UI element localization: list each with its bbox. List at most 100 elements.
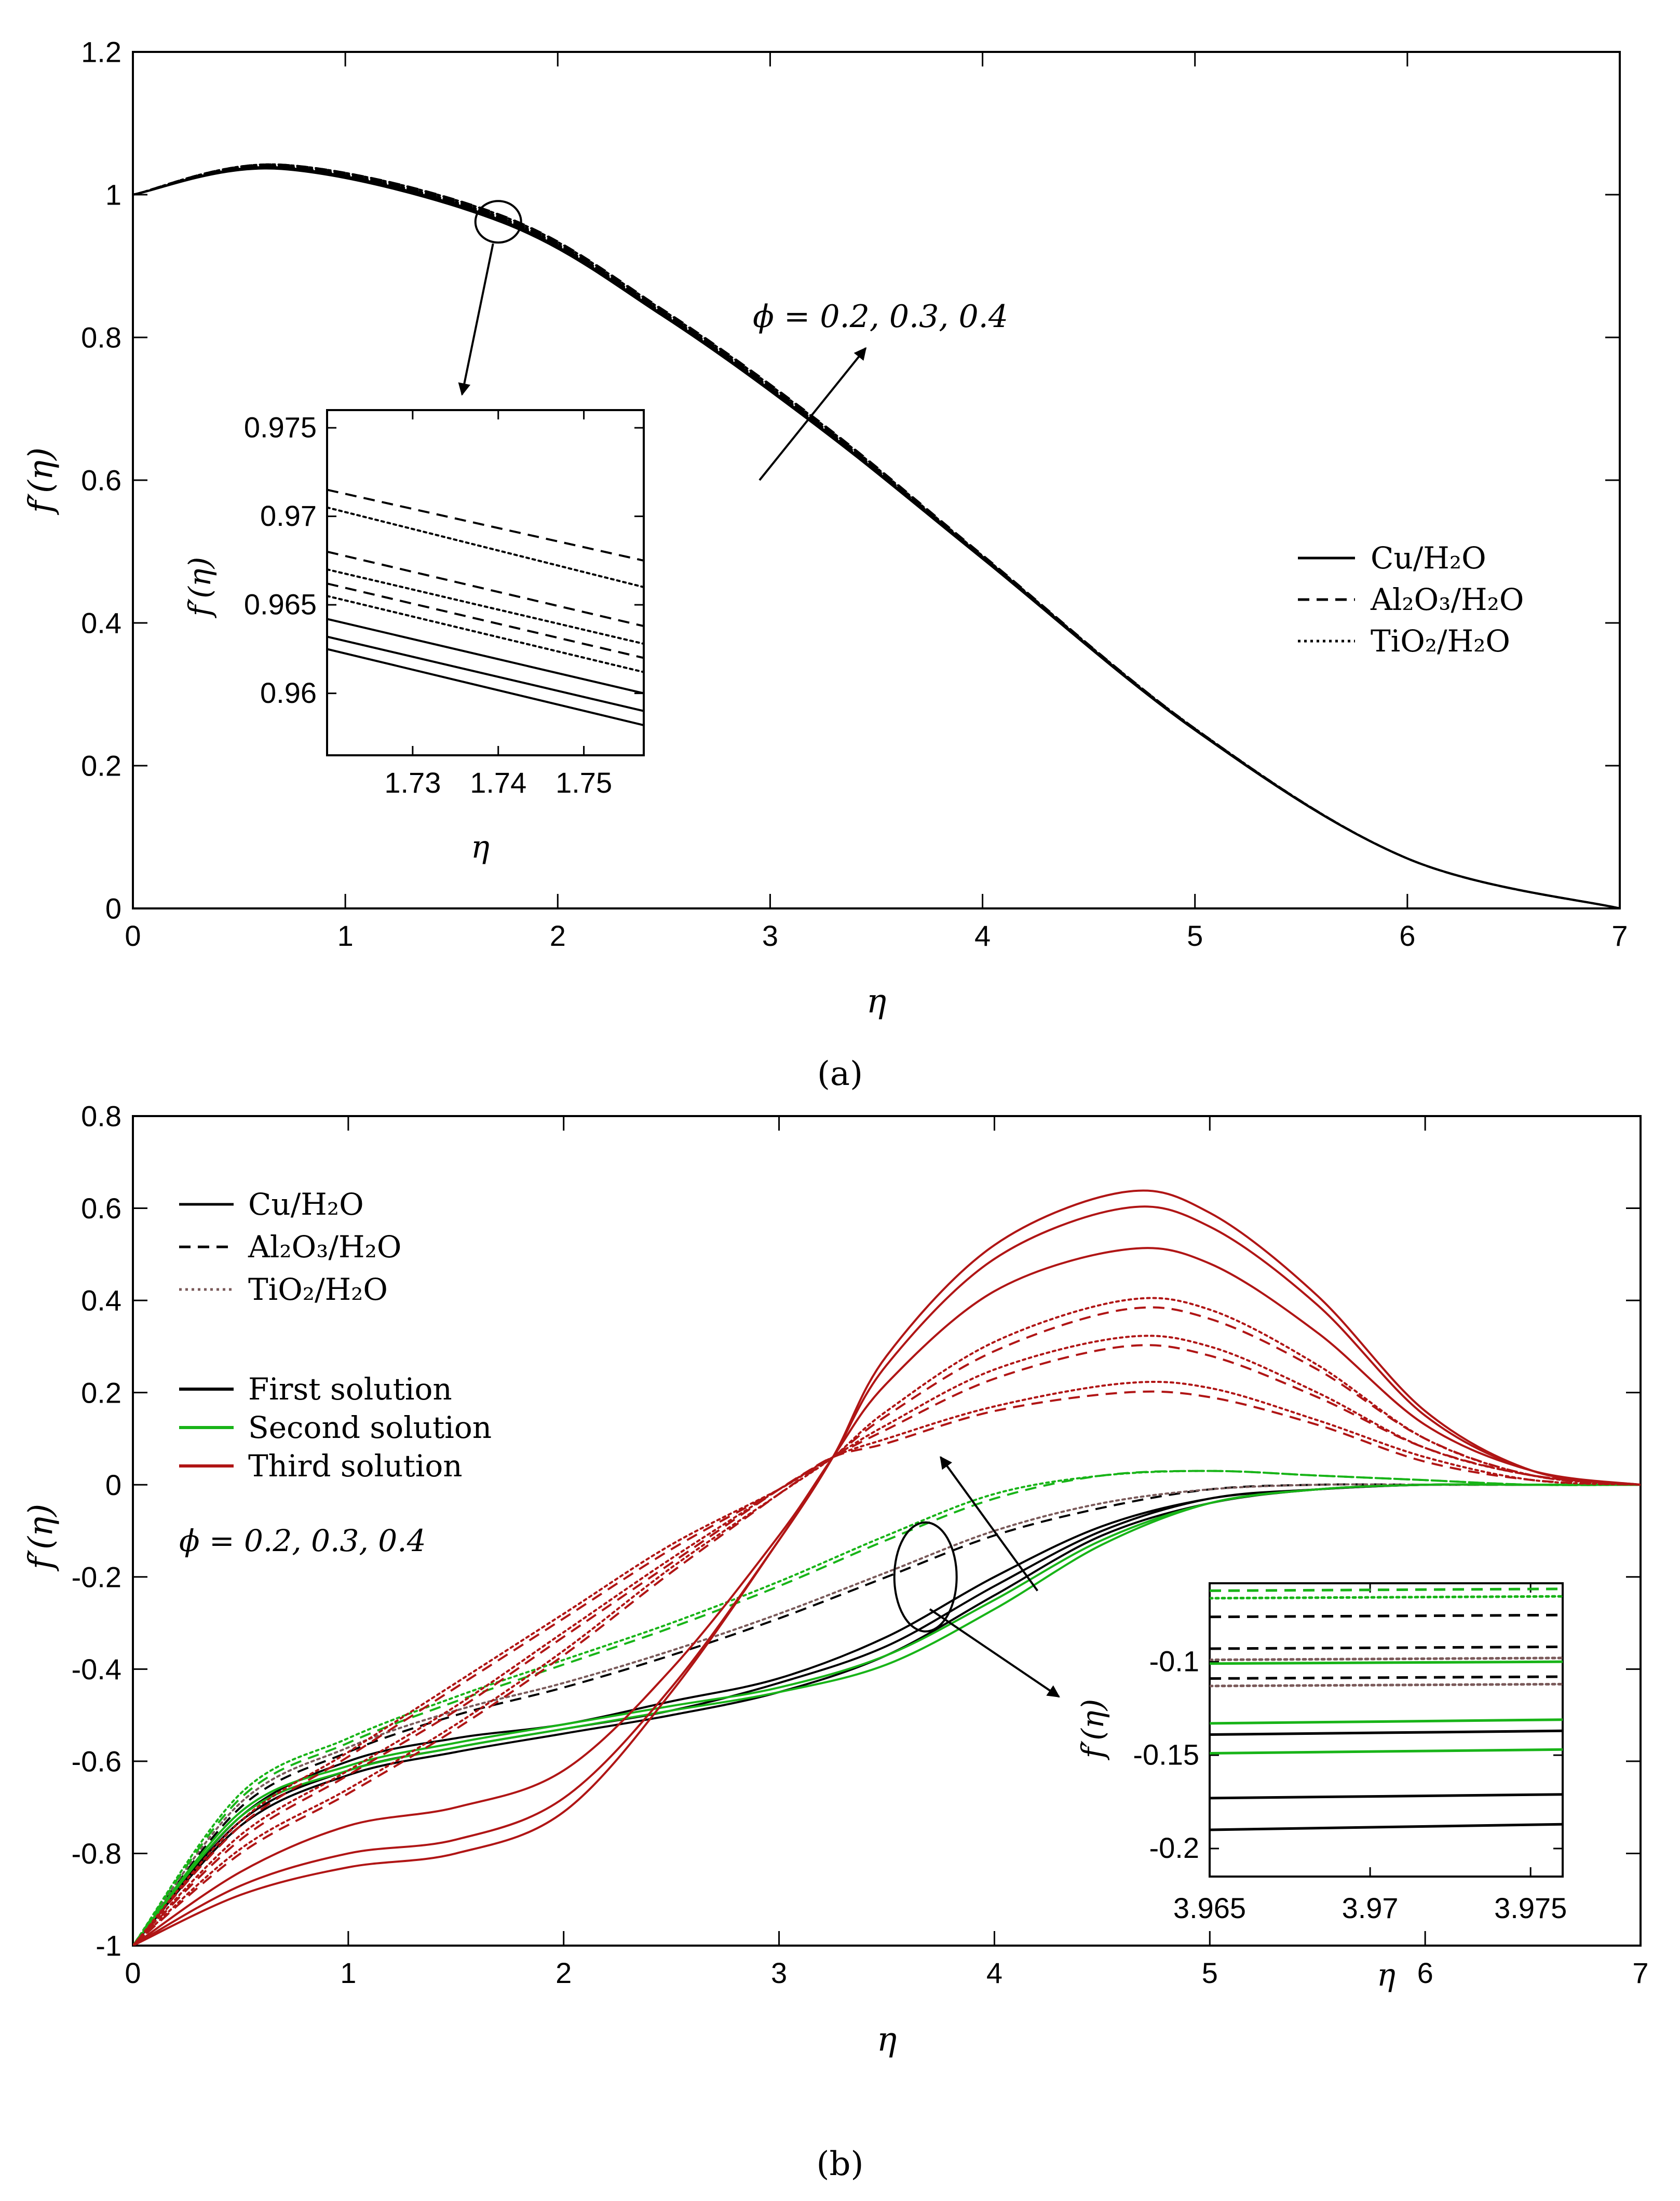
panel-b-inset-series-line <box>1210 1729 1563 1736</box>
panel-a-x-tick-label: 6 <box>1399 919 1415 952</box>
panel-a-x-tick-label: 5 <box>1187 919 1203 952</box>
panel-b-x-tick-label: 4 <box>986 1957 1002 1989</box>
panel-a-series-line <box>132 165 1621 909</box>
panel-b-inset-x-tick-label: 3.965 <box>1173 1892 1246 1924</box>
panel-a-x-axis-label: η <box>866 982 886 1021</box>
panel-b-solution-entry: Third solution <box>248 1448 463 1484</box>
panel-a-inset-series-line <box>327 618 644 695</box>
panel-a-series-line <box>132 166 1620 909</box>
panel-b-y-tick-label: -0.8 <box>72 1837 122 1870</box>
panel-a-inset-series-line <box>327 582 644 659</box>
panel-b-legend-entry: Al₂O₃/H₂O <box>248 1229 401 1265</box>
panel-a-series-line <box>132 165 1621 909</box>
panel-b-inset-series-line <box>1210 1675 1563 1680</box>
panel-b-zoom-arrow <box>929 1608 1060 1698</box>
panel-a-inset-x-tick-label: 1.75 <box>556 766 612 799</box>
panel-b-inset-series-line <box>1210 1587 1563 1592</box>
panel-b-series-line <box>133 1380 1641 1946</box>
panel-b-series-line <box>133 1297 1641 1946</box>
panel-b-inset-series-line <box>1210 1613 1563 1619</box>
panel-a-inset-x-tick-label: 1.73 <box>384 766 441 799</box>
panel-a-inset-y-tick-label: 0.975 <box>244 411 317 443</box>
panel-a-inset-series-line <box>327 595 644 673</box>
panel-a-phi-annotation: ϕ = 0.2, 0.3, 0.4 <box>753 298 1008 335</box>
panel-b-legend: Cu/H₂O Al₂O₃/H₂O TiO₂/H₂O <box>179 1187 401 1307</box>
panel-b-x-tick-label: 2 <box>556 1957 572 1989</box>
panel-b-inset-x-axis-label: η <box>1377 1957 1396 1993</box>
panel-a-x-tick-label: 0 <box>125 919 141 952</box>
panel-a-inset-series-line <box>327 488 644 562</box>
panel-b-inset-series-line <box>1210 1656 1563 1661</box>
panel-a-series-line <box>132 167 1620 909</box>
panel-b-inset-series-line <box>1210 1682 1563 1688</box>
panel-b-y-axis-label: f′(η) <box>22 1504 60 1572</box>
panel-a-phi-arrow <box>758 347 867 481</box>
panel-a-y-tick-label: 0.8 <box>81 321 121 354</box>
panel-a-x-tick-label: 3 <box>762 919 778 952</box>
panel-b-x-tick-label: 5 <box>1202 1957 1218 1989</box>
panel-b-inset: 3.965 3.97 3.975 -0.2 -0.15 -0.1 η f′(η) <box>1075 1582 1567 1993</box>
panel-b-inset-series-line <box>1210 1793 1563 1800</box>
panel-a-legend: Cu/H₂O Al₂O₃/H₂O TiO₂/H₂O <box>1298 540 1524 659</box>
panel-b-inset-y-tick-label: -0.15 <box>1133 1738 1199 1771</box>
panel-a-inset-y-tick-label: 0.97 <box>260 499 317 532</box>
panel-a-inset-series-line <box>327 506 644 588</box>
panel-b-x-tick-label: 3 <box>771 1957 787 1989</box>
panel-b-inset-y-tick-label: -0.1 <box>1149 1645 1200 1677</box>
panel-b-zoom-circle <box>893 1521 958 1633</box>
panel-a-x-tick-label: 1 <box>337 919 354 952</box>
panel-b-solution-entry: First solution <box>248 1371 452 1407</box>
panel-a-y-tick-label: 0.4 <box>81 607 121 640</box>
panel-b-series-line <box>133 1247 1641 1946</box>
panel-a-inset-series-line <box>327 648 644 726</box>
panel-a-x-tick-label: 4 <box>974 919 991 952</box>
panel-a-legend-entry: Al₂O₃/H₂O <box>1370 582 1524 617</box>
panel-b-series-line <box>133 1189 1641 1946</box>
panel-a-y-tick-label: 1 <box>105 179 121 211</box>
panel-b-series-line <box>133 1306 1641 1946</box>
panel-a-zoom-arrow <box>458 243 494 396</box>
panel-a-inset: 1.73 1.74 1.75 0.96 0.965 0.97 0.975 η f′(η) <box>182 409 645 865</box>
panel-b-inset-series-line <box>1210 1823 1563 1831</box>
panel-b-legend-entry: Cu/H₂O <box>248 1187 364 1222</box>
panel-a-series-line <box>132 165 1620 909</box>
panel-a-inset-y-tick-label: 0.96 <box>260 676 317 709</box>
panel-b-y-tick-label: -0.6 <box>72 1745 122 1777</box>
panel-b-x-tick-label: 0 <box>125 1957 141 1989</box>
panel-b-y-tick-label: -0.2 <box>72 1560 122 1593</box>
panel-a-series-line <box>132 163 1620 909</box>
panel-a-series-line <box>132 167 1620 909</box>
panel-b-series-line <box>133 1483 1641 1946</box>
panel-b-y-tick-label: -0.4 <box>72 1653 122 1686</box>
panel-b-legend-entry: TiO₂/H₂O <box>248 1272 388 1307</box>
panel-b-y-tick-label: 0 <box>105 1469 121 1501</box>
panel-b-inset-series-line <box>1210 1748 1563 1755</box>
panel-a-x-tick-label: 7 <box>1611 919 1628 952</box>
panel-b-inset-series-line <box>1210 1718 1563 1725</box>
panel-a-series-line <box>132 165 1620 909</box>
panel-b-caption: (b) <box>817 2145 864 2183</box>
panel-b-inset-plot-frame <box>1209 1582 1564 1878</box>
panel-b-x-tick-label: 7 <box>1632 1957 1648 1989</box>
panel-a-y-tick-label: 0.2 <box>81 750 121 782</box>
panel-b-phi-annotation: ϕ = 0.2, 0.3, 0.4 <box>179 1523 426 1558</box>
panel-b: 0 1 2 3 4 5 6 7 -1 -0.8 -0.6 -0.4 -0.2 0 0.2 0.4 0.6 0.8 η… <box>22 1100 1649 2183</box>
panel-b-y-tick-label: 0.2 <box>81 1376 121 1409</box>
panel-b-series-line <box>133 1483 1641 1946</box>
panel-b-plot-frame <box>132 1115 1642 1947</box>
panel-b-y-tick-label: 0.8 <box>81 1100 121 1133</box>
panel-a-y-tick-label: 0.6 <box>81 464 121 497</box>
panel-a-inset-y-axis-label: f′(η) <box>182 557 218 619</box>
panel-a-y-tick-label: 1.2 <box>81 36 121 69</box>
panel-b-inset-series-line <box>1210 1645 1563 1650</box>
panel-b-series-line <box>133 1470 1641 1946</box>
panel-b-inset-y-axis-label: f′(η) <box>1075 1699 1110 1761</box>
panel-b-phi-arrow <box>940 1456 1039 1592</box>
panel-b-inset-x-tick-label: 3.97 <box>1342 1892 1399 1924</box>
panel-b-y-tick-label: -1 <box>96 1930 121 1962</box>
panel-a-caption: (a) <box>817 1055 863 1093</box>
panel-b-x-tick-label: 1 <box>340 1957 356 1989</box>
panel-a-inset-series-line <box>327 550 644 628</box>
